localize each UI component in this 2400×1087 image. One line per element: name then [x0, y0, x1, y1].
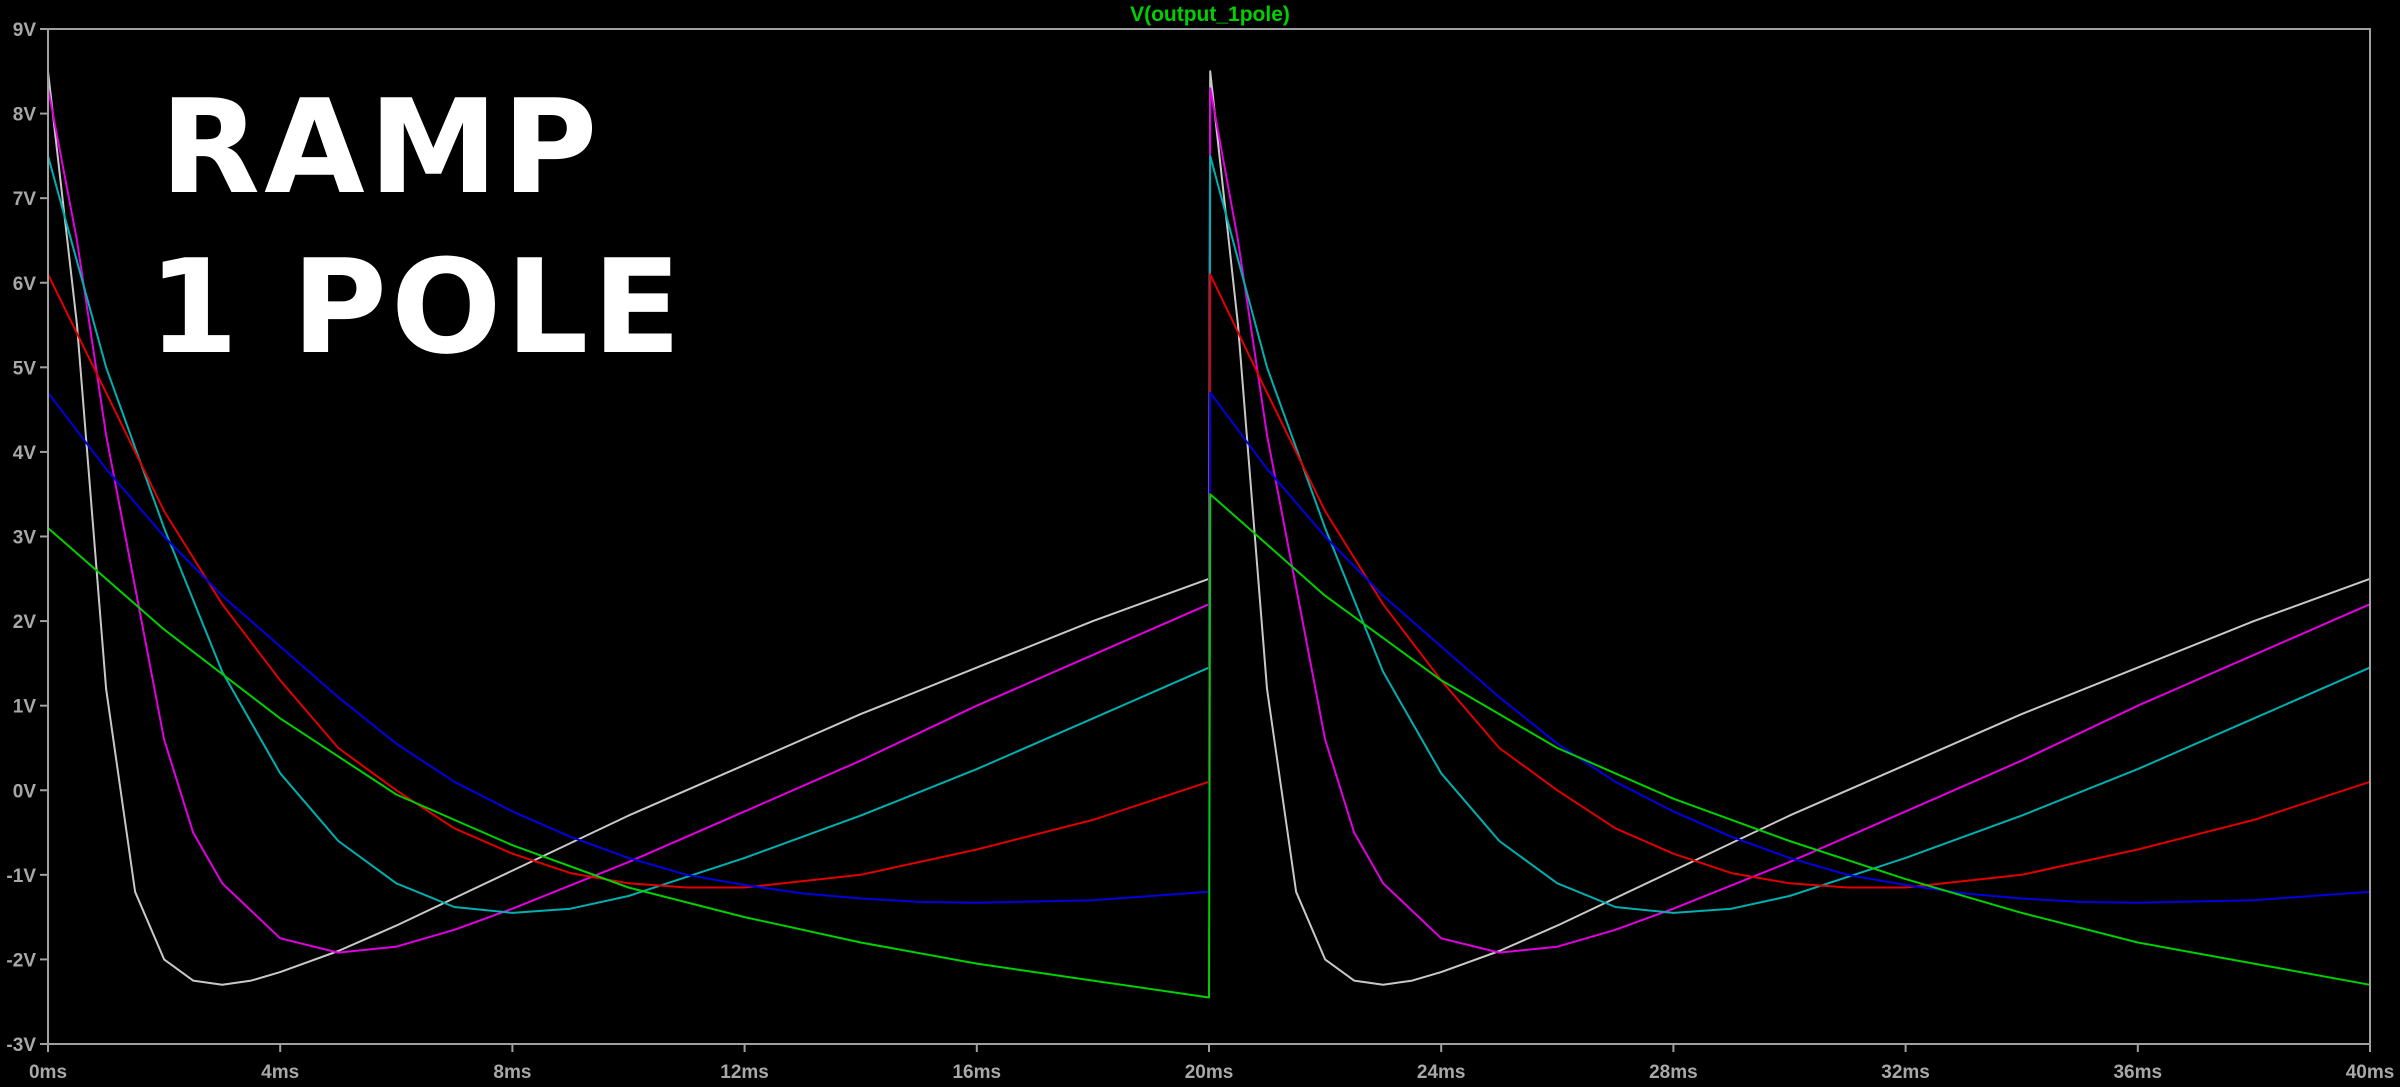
y-tick-label: -1V	[6, 866, 36, 887]
y-tick-label: 3V	[13, 528, 37, 549]
overlay-title-1pole: 1 POLE	[148, 231, 685, 383]
trace-title[interactable]: V(output_1pole)	[1130, 3, 1290, 26]
x-tick-label: 16ms	[952, 1062, 1001, 1083]
x-tick-label: 12ms	[720, 1062, 769, 1083]
x-tick-label: 0ms	[29, 1062, 67, 1083]
y-tick-label: 5V	[13, 358, 37, 379]
x-tick-label: 4ms	[261, 1062, 299, 1083]
x-tick-label: 40ms	[2346, 1062, 2395, 1083]
y-tick-label: 6V	[13, 274, 37, 295]
trace-lines	[47, 70, 2371, 999]
x-tick-label: 24ms	[1417, 1062, 1466, 1083]
y-tick-label: 8V	[13, 105, 37, 126]
ramp-1pole-overlay: RAMP 1 POLE	[148, 71, 685, 383]
y-tick-label: -2V	[6, 950, 36, 971]
x-tick-label: 8ms	[493, 1062, 531, 1083]
x-tick-label: 32ms	[1881, 1062, 1930, 1083]
x-tick-label: 20ms	[1185, 1062, 1234, 1083]
y-tick-label: 2V	[13, 612, 37, 633]
x-tick-label: 28ms	[1649, 1062, 1698, 1083]
y-tick-label: 7V	[13, 189, 37, 210]
y-tick-label: -3V	[6, 1035, 36, 1056]
x-tick-label: 36ms	[2113, 1062, 2162, 1083]
y-axis: -3V -2V -1V 0V 1V 2V 3V 4V 5V 6V 7V 8V 9V	[6, 20, 48, 1056]
overlay-title-ramp: RAMP	[160, 71, 601, 223]
x-axis: 0ms 4ms 8ms 12ms 16ms 20ms 24ms 28ms 32ms 36ms 40m…	[29, 1044, 2394, 1083]
y-tick-label: 1V	[13, 697, 37, 718]
y-tick-label: 0V	[13, 781, 37, 802]
trace-line-6	[47, 493, 2371, 999]
y-tick-label: 9V	[13, 20, 37, 41]
y-tick-label: 4V	[13, 443, 37, 464]
